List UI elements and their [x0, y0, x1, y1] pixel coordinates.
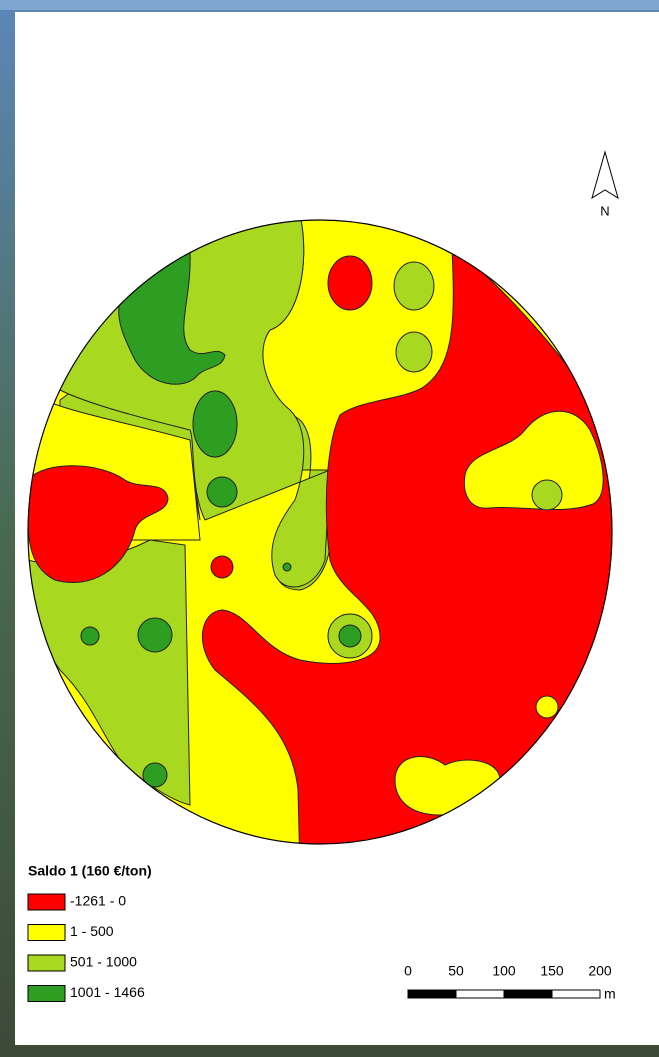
zone — [211, 556, 233, 578]
zone — [339, 625, 361, 647]
legend-swatch — [28, 986, 65, 1002]
legend-label: -1261 - 0 — [70, 893, 126, 909]
legend-label: 1001 - 1466 — [70, 984, 145, 1000]
scale-label: 150 — [540, 963, 564, 979]
zone — [536, 696, 558, 718]
scale-label: 50 — [448, 963, 464, 979]
legend-label: 501 - 1000 — [70, 954, 137, 970]
scale-label: 0 — [404, 963, 412, 979]
legend-label: 1 - 500 — [70, 923, 114, 939]
legend-swatch — [28, 925, 65, 941]
legend-swatch — [28, 894, 65, 910]
zone — [193, 391, 237, 457]
north-label: N — [600, 203, 609, 218]
scale-segment — [408, 990, 456, 998]
zone — [532, 480, 562, 510]
scale-label: 200 — [588, 963, 612, 979]
scale-segment — [456, 990, 504, 998]
zone — [81, 627, 99, 645]
scale-unit: m — [604, 986, 616, 1002]
top-border — [0, 0, 659, 10]
zone — [283, 563, 291, 571]
map-view: N Saldo 1 (160 €/ton) -1261 - 0 1 - 500 50… — [0, 0, 659, 1057]
scale-segment — [504, 990, 552, 998]
zone — [396, 332, 432, 372]
zone — [328, 256, 372, 310]
legend-swatch — [28, 955, 65, 971]
scale-label: 100 — [492, 963, 516, 979]
zone — [207, 477, 237, 507]
legend-title: Saldo 1 (160 €/ton) — [28, 863, 152, 879]
page: N Saldo 1 (160 €/ton) -1261 - 0 1 - 500 50… — [0, 0, 659, 1057]
scale-segment — [552, 990, 600, 998]
zone — [138, 618, 172, 652]
zone — [394, 262, 434, 310]
